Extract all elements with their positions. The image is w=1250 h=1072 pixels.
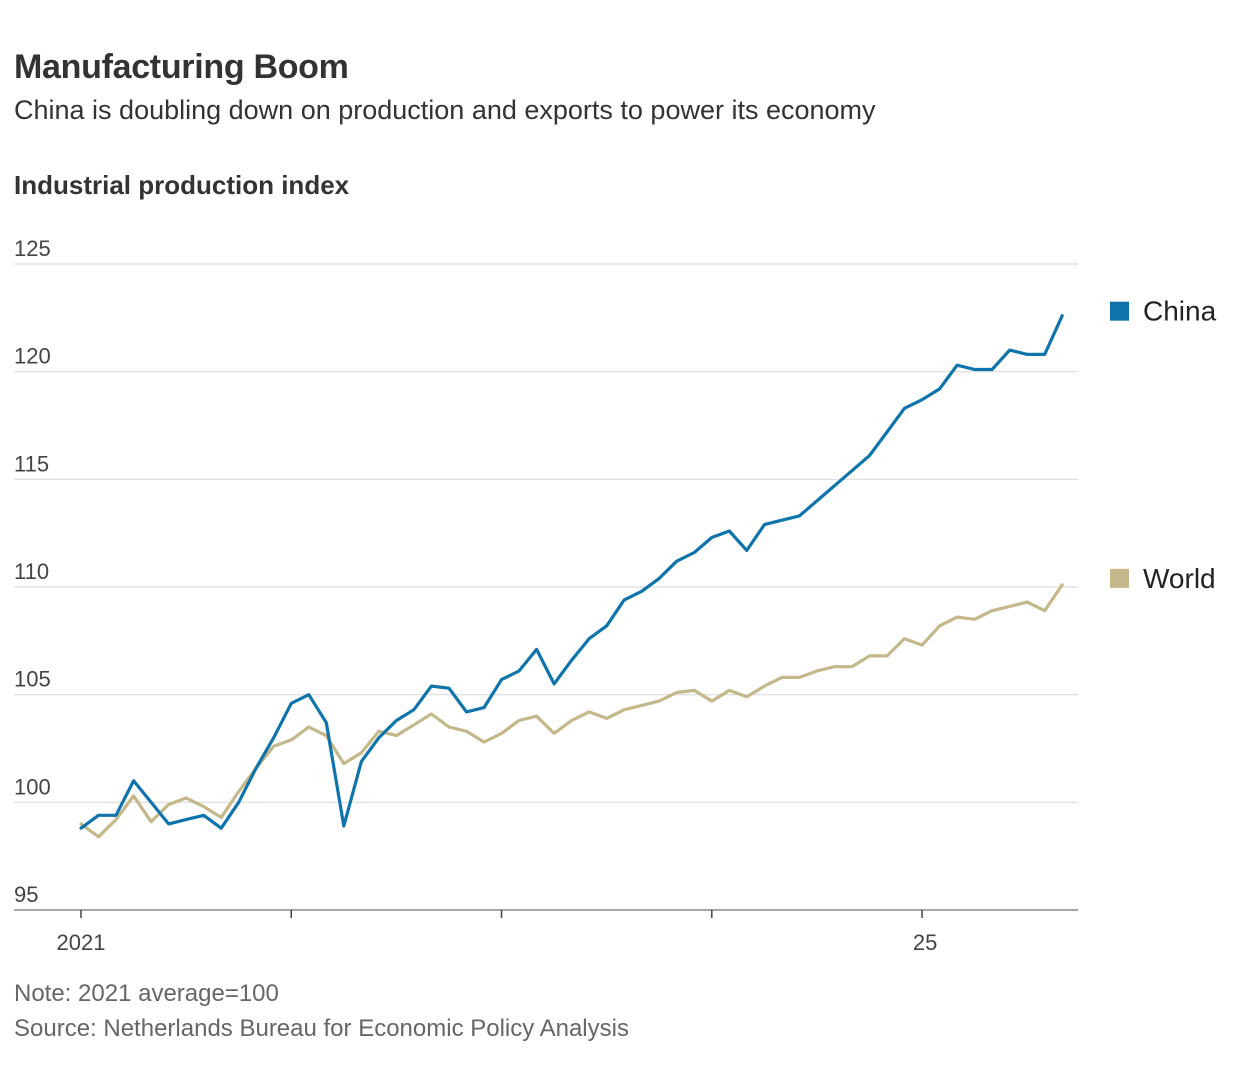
x-tick-label: 25 [907,930,938,955]
grid-layer: 95 100 105 110 115 120 125 2021 25 [14,236,1078,955]
chart-subtitle: China is doubling down on production and… [14,95,876,125]
y-tick-label: 100 [14,774,51,799]
chart-title: Manufacturing Boom [14,48,349,86]
y-tick-label: 120 [14,344,51,369]
y-tick-label: 110 [14,559,49,584]
chart-source: Source: Netherlands Bureau for Economic … [14,1015,629,1042]
legend-swatch-world [1110,568,1129,588]
y-tick-label: 95 [14,882,38,907]
series-layer [79,314,1064,839]
chart-note: Note: 2021 average=100 [14,980,279,1007]
series-line-world [79,583,1064,839]
x-tick-label: 2021 [57,930,106,955]
y-tick-label: 115 [14,451,49,476]
y-tick-label: 125 [14,236,51,261]
axis-title: Industrial production index [14,170,350,200]
legend-label-china: China [1143,296,1217,327]
legend-label-world: World [1143,563,1216,594]
series-line-china [79,314,1064,830]
y-tick-label: 105 [14,667,51,692]
legend: China World [1110,296,1217,594]
legend-swatch-china [1110,301,1129,321]
